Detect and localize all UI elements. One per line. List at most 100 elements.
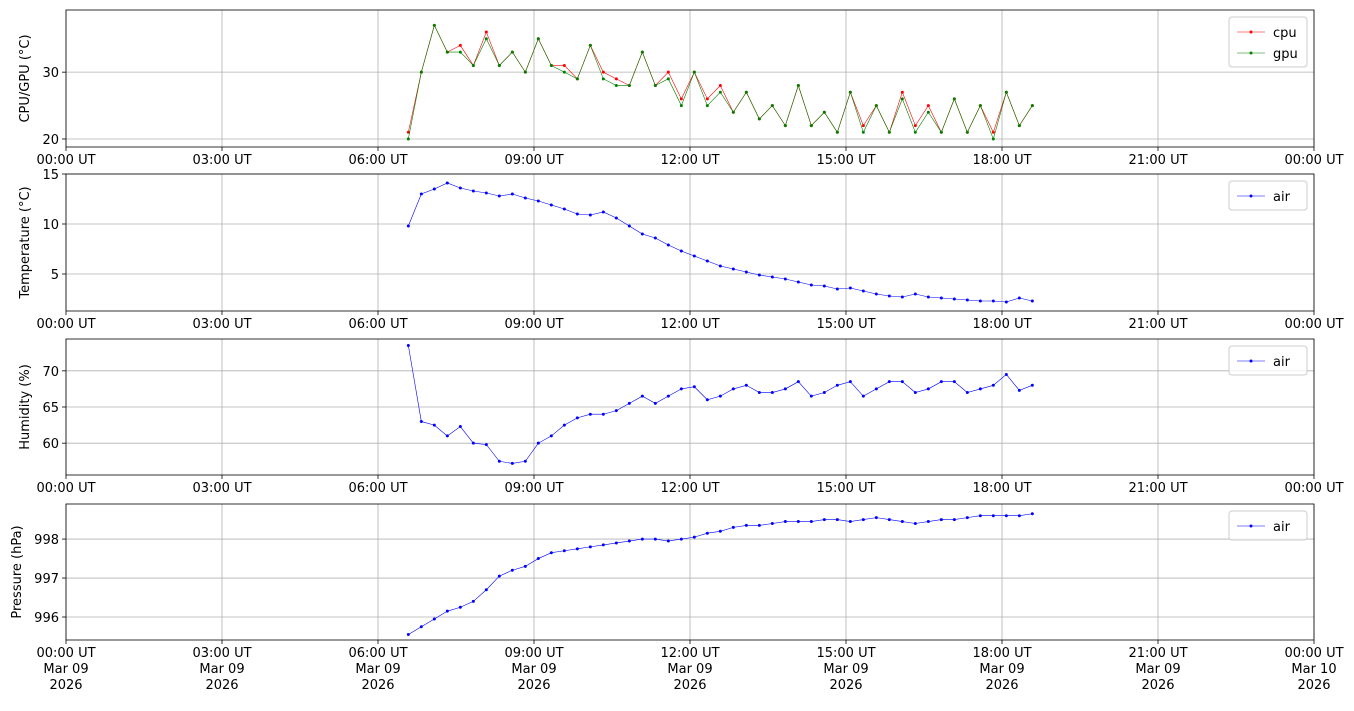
series-point (783, 277, 787, 281)
x-tick-label: 03:00 UT (192, 153, 251, 168)
x-tick-label: 03:00 UT (192, 317, 251, 332)
series-point (640, 537, 644, 541)
series-point (1030, 299, 1034, 303)
series-point (1017, 296, 1021, 300)
series-point (445, 50, 449, 54)
series-point (536, 199, 540, 203)
series-point (679, 387, 683, 391)
series-point (861, 130, 865, 134)
series-point (1004, 300, 1008, 304)
y-tick-label: 10 (42, 218, 59, 233)
series-point (510, 50, 514, 54)
series-point (666, 539, 670, 543)
series-point (432, 423, 436, 427)
series-point (640, 394, 644, 398)
series-point (887, 380, 891, 384)
y-tick-label: 70 (42, 365, 59, 380)
legend-label: cpu (1273, 26, 1297, 41)
series-point (653, 236, 657, 240)
series-point (965, 516, 969, 520)
series-point (809, 283, 813, 287)
series-point (419, 192, 423, 196)
series-point (991, 383, 995, 387)
series-point (822, 391, 826, 395)
series-point (887, 518, 891, 522)
y-axis-label: Humidity (%) (18, 364, 33, 450)
series-point (835, 130, 839, 134)
series-point (939, 130, 943, 134)
series-point (744, 90, 748, 94)
x-tick-label: 00:00 UT Mar 09 2026 (36, 646, 95, 693)
series-point (614, 77, 618, 81)
series-point (406, 130, 410, 134)
series-point (965, 391, 969, 395)
x-tick-label: 09:00 UT (504, 317, 563, 332)
series-point (484, 191, 488, 195)
series-point (926, 110, 930, 114)
series-point (419, 419, 423, 423)
y-tick-label: 60 (42, 437, 59, 452)
series-point (497, 459, 501, 463)
series-point (848, 520, 852, 524)
series-point (653, 401, 657, 405)
series-point (744, 270, 748, 274)
series-point (640, 50, 644, 54)
y-axis-label: CPU/GPU (°C) (18, 34, 33, 122)
x-tick-label: 00:00 UT (1284, 153, 1343, 168)
series-point (484, 30, 488, 34)
x-tick-label: 03:00 UT Mar 09 2026 (192, 646, 251, 693)
series-point (679, 97, 683, 101)
series-point (523, 564, 527, 568)
series-point (822, 284, 826, 288)
legend-box (1228, 16, 1308, 68)
series-point (627, 401, 631, 405)
series-point (536, 557, 540, 561)
series-point (692, 254, 696, 258)
legend-box (1228, 510, 1308, 541)
series-point (562, 207, 566, 211)
x-tick-label: 15:00 UT (816, 481, 875, 496)
series-point (952, 297, 956, 301)
series-point (445, 181, 449, 185)
series-point (874, 516, 878, 520)
series-point (627, 224, 631, 228)
axes-frame (65, 9, 1315, 148)
series-point (731, 525, 735, 529)
series-point (471, 63, 475, 67)
series-point (913, 521, 917, 525)
series-point (575, 77, 579, 81)
series-point (419, 70, 423, 74)
series-point (991, 130, 995, 134)
series-point (991, 137, 995, 141)
series-point (861, 124, 865, 128)
y-tick-label: 998 (34, 533, 59, 548)
series-point (575, 416, 579, 420)
series-point (770, 104, 774, 108)
series-point (978, 104, 982, 108)
series-point (783, 520, 787, 524)
series-point (679, 104, 683, 108)
y-tick-label: 997 (34, 572, 59, 587)
series-point (744, 383, 748, 387)
series-point (406, 224, 410, 228)
series-line (408, 182, 1033, 303)
legend-marker (1249, 524, 1253, 528)
series-point (718, 264, 722, 268)
series-point (588, 412, 592, 416)
series-point (614, 216, 618, 220)
series-point (718, 529, 722, 533)
series-point (406, 344, 410, 348)
x-tick-label: 12:00 UT (660, 153, 719, 168)
series-point (731, 267, 735, 271)
x-tick-label: 18:00 UT (972, 317, 1031, 332)
x-tick-label: 18:00 UT Mar 09 2026 (972, 646, 1031, 693)
series-point (588, 213, 592, 217)
x-tick-label: 06:00 UT (348, 317, 407, 332)
series-point (848, 380, 852, 384)
y-tick-label: 15 (42, 168, 59, 183)
series-point (471, 441, 475, 445)
series-point (705, 398, 709, 402)
series-point (419, 625, 423, 629)
series-point (757, 523, 761, 527)
